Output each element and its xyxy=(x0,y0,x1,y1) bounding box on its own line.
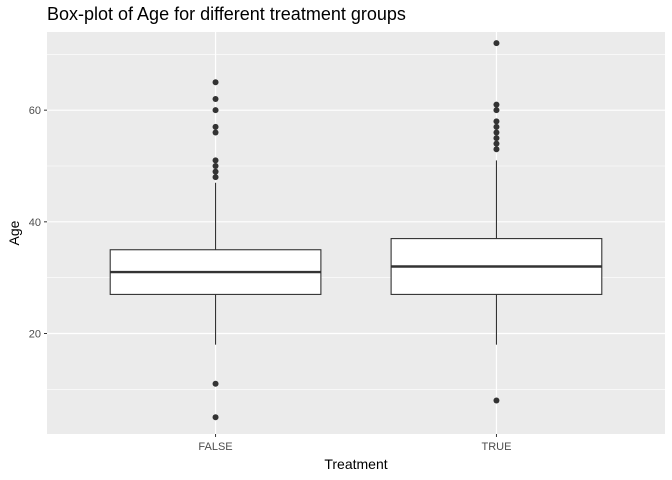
y-tick-label: 40 xyxy=(29,217,41,229)
x-axis-title: Treatment xyxy=(324,456,387,472)
box-false xyxy=(109,79,322,421)
outlier-point xyxy=(493,397,500,404)
outlier-point xyxy=(212,96,219,102)
box-series xyxy=(109,40,603,421)
outlier-point xyxy=(212,129,219,136)
x-tick-label-true: TRUE xyxy=(481,441,511,453)
outlier-point xyxy=(493,129,500,136)
box-true xyxy=(390,40,603,404)
x-axis: FALSE TRUE xyxy=(198,434,511,453)
x-tick-label-false: FALSE xyxy=(198,441,232,453)
y-tick-label: 20 xyxy=(29,329,41,341)
outlier-point xyxy=(493,140,500,147)
outlier-point xyxy=(212,107,219,114)
plot-panel xyxy=(47,32,665,434)
outlier-point xyxy=(493,107,500,114)
outlier-point xyxy=(212,157,219,164)
y-axis-title: Age xyxy=(6,220,22,245)
outlier-point xyxy=(212,168,219,175)
chart-title: Box-plot of Age for different treatment … xyxy=(47,4,406,24)
outlier-point xyxy=(212,414,219,421)
outlier-point xyxy=(212,79,219,86)
y-tick-label: 60 xyxy=(29,105,41,117)
outlier-point xyxy=(212,123,219,130)
outlier-point xyxy=(212,163,219,169)
outlier-point xyxy=(493,135,500,142)
y-axis: 20 40 60 xyxy=(29,105,47,341)
outlier-point xyxy=(493,118,500,125)
outlier-point xyxy=(493,123,500,130)
outlier-point xyxy=(493,146,500,153)
outlier-point xyxy=(212,380,219,387)
outlier-point xyxy=(212,174,219,181)
outlier-point xyxy=(493,40,500,47)
outlier-point xyxy=(493,101,500,108)
